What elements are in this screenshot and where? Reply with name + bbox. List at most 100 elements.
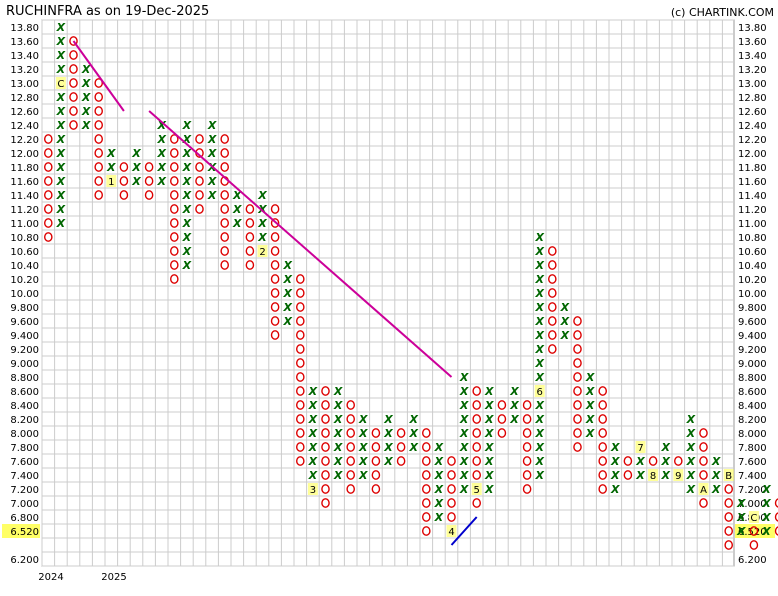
- y-tick-label-left: 7.800: [10, 443, 39, 454]
- o-box: [573, 400, 582, 410]
- o-box: [522, 470, 532, 480]
- o-box: [497, 400, 507, 410]
- x-box: X: [434, 511, 444, 524]
- o-box: [69, 78, 78, 88]
- o-box: [421, 470, 431, 480]
- y-tick-label-left: 8.600: [10, 387, 39, 398]
- x-box: X: [610, 469, 620, 482]
- x-box: X: [131, 175, 141, 188]
- o-box: [573, 442, 582, 452]
- x-box: X: [282, 315, 292, 328]
- x-box: X: [81, 91, 91, 104]
- x-box: X: [358, 413, 368, 426]
- o-box: [522, 484, 532, 494]
- o-box: [522, 414, 532, 424]
- last-price-tag-left: 6.520: [10, 527, 39, 538]
- x-box: X: [56, 119, 66, 132]
- x-box: X: [686, 441, 696, 454]
- o-box: [774, 498, 778, 508]
- o-box: [598, 400, 608, 410]
- o-box: [245, 260, 255, 270]
- o-box: [270, 274, 280, 284]
- o-box: [220, 134, 229, 144]
- y-tick-label-left: 10.40: [10, 261, 39, 272]
- y-tick-label-left: 10.60: [10, 247, 39, 258]
- o-box: [421, 484, 431, 494]
- x-box: X: [711, 455, 721, 468]
- y-tick-label-left: 11.80: [10, 163, 39, 174]
- x-box: X: [585, 413, 595, 426]
- x-box: X: [56, 147, 66, 160]
- x-box: X: [182, 175, 192, 188]
- o-box: [94, 120, 103, 130]
- x-box: X: [182, 189, 192, 202]
- o-box: [447, 512, 456, 522]
- o-box: [195, 204, 204, 214]
- x-box: X: [383, 413, 393, 426]
- credit-text: (c) CHARTINK.COM: [670, 6, 774, 19]
- y-tick-label-right: 12.00: [738, 149, 767, 160]
- month-marker: B: [725, 471, 732, 482]
- o-box: [321, 484, 330, 494]
- y-tick-label-right: 13.60: [738, 37, 767, 48]
- y-tick-label-left: 6.200: [10, 555, 39, 566]
- y-tick-label-left: 10.00: [10, 289, 39, 300]
- month-marker: 5: [474, 485, 480, 496]
- x-box: X: [484, 455, 494, 468]
- o-box: [648, 456, 658, 466]
- x-box: X: [534, 455, 544, 468]
- chart-title: RUCHINFRA as on 19-Dec-2025: [6, 4, 210, 19]
- o-box: [321, 428, 330, 438]
- o-box: [295, 400, 305, 410]
- y-tick-label-right: 7.400: [738, 471, 767, 482]
- y-tick-label-right: 9.000: [738, 359, 767, 370]
- x-box: X: [459, 371, 469, 384]
- x-box: X: [131, 161, 141, 174]
- o-box: [195, 162, 204, 172]
- o-box: [548, 246, 557, 256]
- o-box: [295, 316, 305, 326]
- y-tick-label-left: 9.200: [10, 345, 39, 356]
- x-box: X: [534, 441, 544, 454]
- x-box: X: [534, 301, 544, 314]
- o-box: [69, 106, 78, 116]
- x-box: X: [358, 455, 368, 468]
- o-box: [497, 414, 507, 424]
- o-box: [295, 288, 305, 298]
- o-box: [144, 190, 154, 200]
- o-box: [169, 148, 179, 158]
- o-box: [598, 428, 608, 438]
- resistance-trendline: [72, 40, 125, 112]
- y-tick-label-left: 12.80: [10, 93, 39, 104]
- y-tick-label-left: 12.60: [10, 107, 39, 118]
- y-tick-label-right: 7.800: [738, 443, 767, 454]
- o-box: [169, 134, 179, 144]
- month-marker: 6: [537, 387, 543, 398]
- y-tick-label-left: 7.000: [10, 499, 39, 510]
- o-box: [270, 204, 280, 214]
- o-box: [371, 470, 381, 480]
- o-box: [220, 204, 229, 214]
- y-tick-label-left: 10.20: [10, 275, 39, 286]
- o-box: [396, 442, 406, 452]
- x-box: X: [383, 441, 393, 454]
- o-box: [94, 190, 103, 200]
- y-tick-label-right: 11.60: [738, 177, 767, 188]
- y-tick-label-right: 11.00: [738, 219, 767, 230]
- x-box: X: [156, 147, 166, 160]
- x-box: X: [182, 133, 192, 146]
- o-box: [472, 498, 482, 508]
- o-box: [548, 316, 557, 326]
- x-box: X: [509, 399, 519, 412]
- o-box: [220, 148, 229, 158]
- o-box: [522, 400, 532, 410]
- y-tick-label-right: 12.60: [738, 107, 767, 118]
- x-box: X: [459, 483, 469, 496]
- month-marker: 9: [675, 471, 681, 482]
- o-box: [421, 442, 431, 452]
- x-box: X: [257, 217, 267, 230]
- x-box: X: [308, 413, 318, 426]
- last-price-tag-right-bg: [735, 524, 775, 538]
- o-box: [169, 190, 179, 200]
- x-box: X: [408, 413, 418, 426]
